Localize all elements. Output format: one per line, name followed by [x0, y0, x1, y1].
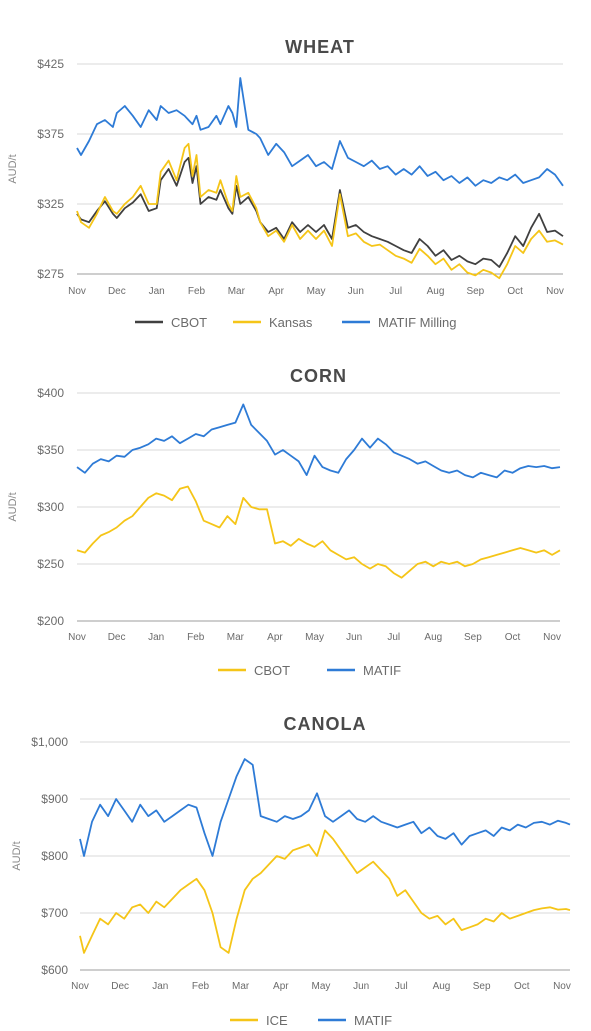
- x-tick-label: Nov: [543, 632, 561, 643]
- y-tick-label: $1,000: [31, 735, 68, 749]
- legend-label: CBOT: [254, 663, 290, 678]
- chart-title: WHEAT: [285, 37, 355, 57]
- x-tick-label: Jul: [387, 632, 400, 643]
- x-tick-label: Aug: [433, 981, 451, 992]
- y-axis-label: AUD/t: [11, 841, 23, 870]
- chart-title: CORN: [290, 366, 347, 386]
- chart-corn: CORN $200 $250 $300 $350 $400 Nov Dec Jan Feb Mar A…: [7, 366, 561, 678]
- x-tick-label: Jan: [148, 632, 164, 643]
- x-tick-label: Apr: [267, 632, 283, 643]
- series-line-cbot: [76, 485, 561, 579]
- x-tick-label: Jun: [348, 286, 364, 297]
- y-tick-label: $600: [41, 963, 68, 977]
- x-tick-label: Nov: [553, 981, 571, 992]
- chart-wheat: WHEAT $275 $325 $375 $425 Nov Dec Jan Feb Mar Apr M…: [7, 37, 564, 330]
- x-tick-label: Jan: [152, 981, 168, 992]
- legend-label: ICE: [266, 1013, 288, 1028]
- x-tick-label: Oct: [505, 632, 521, 643]
- x-tick-label: Nov: [71, 981, 89, 992]
- x-tick-label: Mar: [232, 981, 250, 992]
- x-tick-label: Oct: [507, 286, 523, 297]
- x-tick-label: Dec: [108, 286, 126, 297]
- y-tick-label: $425: [37, 57, 64, 71]
- chart-title: CANOLA: [284, 714, 367, 734]
- x-tick-label: Nov: [546, 286, 564, 297]
- x-tick-label: Jun: [346, 632, 362, 643]
- y-axis-label: AUD/t: [7, 154, 19, 183]
- series-line-matif: [76, 403, 561, 479]
- x-tick-label: Oct: [514, 981, 530, 992]
- y-tick-label: $900: [41, 792, 68, 806]
- x-tick-label: Feb: [188, 286, 206, 297]
- series-line-ice: [79, 829, 571, 954]
- y-tick-label: $800: [41, 849, 68, 863]
- series-line-matif-milling: [76, 77, 564, 187]
- x-tick-label: May: [305, 632, 324, 643]
- y-tick-label: $375: [37, 127, 64, 141]
- y-tick-label: $400: [37, 386, 64, 400]
- legend-label: MATIF: [354, 1013, 392, 1028]
- x-tick-label: Feb: [192, 981, 210, 992]
- chart-canola: CANOLA $600 $700 $800 $900 $1,000 Nov Dec Jan Feb…: [11, 714, 571, 1028]
- y-tick-label: $325: [37, 197, 64, 211]
- x-tick-label: Nov: [68, 632, 86, 643]
- x-tick-label: Jan: [149, 286, 165, 297]
- x-tick-label: Mar: [227, 632, 245, 643]
- x-tick-label: May: [312, 981, 331, 992]
- x-tick-label: Dec: [108, 632, 126, 643]
- y-tick-label: $250: [37, 557, 64, 571]
- series-line-cbot: [76, 156, 564, 268]
- x-tick-label: May: [307, 286, 326, 297]
- x-tick-label: Aug: [427, 286, 445, 297]
- legend-label: Kansas: [269, 315, 313, 330]
- x-tick-label: Apr: [268, 286, 284, 297]
- x-tick-label: Jul: [389, 286, 402, 297]
- legend-label: CBOT: [171, 315, 207, 330]
- series-line-matif: [79, 758, 571, 857]
- legend-label: MATIF Milling: [378, 315, 456, 330]
- x-tick-label: Jul: [395, 981, 408, 992]
- x-tick-label: Dec: [111, 981, 129, 992]
- x-tick-label: Apr: [273, 981, 289, 992]
- y-tick-label: $275: [37, 267, 64, 281]
- x-tick-label: Sep: [473, 981, 491, 992]
- x-tick-label: Nov: [68, 286, 86, 297]
- x-tick-label: Mar: [228, 286, 246, 297]
- y-axis-label: AUD/t: [7, 492, 19, 521]
- x-tick-label: Sep: [464, 632, 482, 643]
- x-tick-label: Sep: [466, 286, 484, 297]
- legend-label: MATIF: [363, 663, 401, 678]
- x-tick-label: Aug: [424, 632, 442, 643]
- y-tick-label: $300: [37, 500, 64, 514]
- x-tick-label: Feb: [187, 632, 205, 643]
- series-line-kansas: [76, 142, 564, 280]
- y-tick-label: $350: [37, 443, 64, 457]
- x-tick-label: Jun: [353, 981, 369, 992]
- y-tick-label: $200: [37, 614, 64, 628]
- y-tick-label: $700: [41, 906, 68, 920]
